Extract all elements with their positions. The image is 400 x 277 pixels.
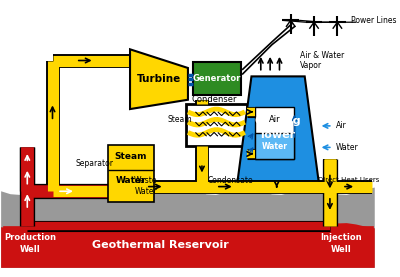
Text: Water: Water: [134, 187, 157, 196]
Bar: [255, 133, 294, 158]
Text: Injection: Injection: [320, 234, 362, 242]
Text: Tower: Tower: [259, 130, 296, 140]
Polygon shape: [130, 49, 188, 109]
Bar: [186, 104, 247, 147]
Text: Waste: Waste: [134, 176, 158, 184]
Text: Steam: Steam: [168, 115, 193, 124]
Text: Steam: Steam: [115, 152, 147, 161]
Text: Well: Well: [20, 245, 40, 254]
Text: Turbine: Turbine: [137, 74, 181, 84]
Text: Water: Water: [116, 176, 146, 186]
Text: Generator: Generator: [193, 74, 241, 83]
Bar: [309, 226, 373, 263]
Text: Condenser: Condenser: [191, 95, 237, 104]
Text: Water: Water: [336, 143, 358, 152]
Text: Water: Water: [262, 142, 288, 151]
Text: Air: Air: [336, 121, 346, 130]
Text: Separator: Separator: [76, 159, 114, 168]
Text: Cooling: Cooling: [254, 116, 301, 126]
Text: Geothermal Reservoir: Geothermal Reservoir: [92, 240, 228, 250]
Text: Air: Air: [269, 115, 281, 124]
Text: Condensate: Condensate: [207, 176, 253, 184]
Bar: [108, 145, 154, 202]
Text: Production: Production: [4, 234, 56, 242]
Text: Air & Water: Air & Water: [300, 51, 344, 60]
Text: Well: Well: [331, 245, 352, 254]
Text: Vapor: Vapor: [300, 61, 322, 70]
Polygon shape: [1, 223, 375, 268]
Text: Direct Heat Users: Direct Heat Users: [318, 177, 379, 183]
Bar: [255, 107, 294, 158]
Polygon shape: [238, 76, 319, 182]
Bar: [193, 62, 241, 95]
Polygon shape: [1, 188, 375, 268]
Text: Power Lines: Power Lines: [351, 16, 397, 25]
Bar: [3, 226, 57, 263]
